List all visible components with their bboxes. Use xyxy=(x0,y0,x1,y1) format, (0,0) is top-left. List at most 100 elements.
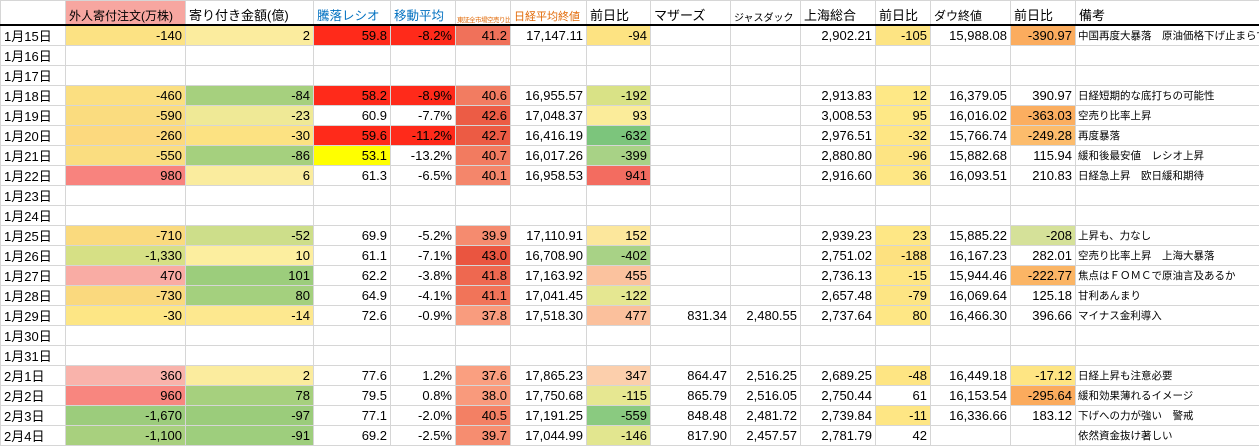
cell-jasdaq[interactable] xyxy=(731,165,801,185)
cell-moving-average[interactable] xyxy=(391,345,456,365)
cell-nikkei-close[interactable]: 17,191.25 xyxy=(511,405,587,425)
cell-short-ratio[interactable]: 37.8 xyxy=(456,305,511,325)
cell-remarks[interactable]: 甘利あんまり xyxy=(1076,285,1259,305)
cell-dow-close[interactable] xyxy=(931,425,1011,445)
cell-short-ratio[interactable]: 38.0 xyxy=(456,385,511,405)
cell-short-ratio[interactable]: 42.6 xyxy=(456,105,511,125)
cell-nikkei-close[interactable]: 17,865.23 xyxy=(511,365,587,385)
header-date[interactable] xyxy=(1,1,66,25)
cell-date[interactable]: 1月18日 xyxy=(1,85,66,105)
cell-shanghai-change[interactable] xyxy=(876,45,931,65)
cell-opening-amount[interactable]: -84 xyxy=(186,85,314,105)
cell-short-ratio[interactable]: 40.5 xyxy=(456,405,511,425)
cell-foreign-orders[interactable] xyxy=(66,345,186,365)
cell-moving-average[interactable]: -7.7% xyxy=(391,105,456,125)
cell-nikkei-close[interactable]: 17,163.92 xyxy=(511,265,587,285)
cell-nikkei-change[interactable] xyxy=(587,345,651,365)
cell-opening-amount[interactable]: 101 xyxy=(186,265,314,285)
cell-dow-change[interactable]: 125.18 xyxy=(1011,285,1076,305)
cell-jasdaq[interactable] xyxy=(731,105,801,125)
cell-jasdaq[interactable] xyxy=(731,285,801,305)
cell-short-ratio[interactable]: 43.0 xyxy=(456,245,511,265)
cell-opening-amount[interactable]: 80 xyxy=(186,285,314,305)
cell-date[interactable]: 1月16日 xyxy=(1,45,66,65)
cell-short-ratio[interactable]: 41.8 xyxy=(456,265,511,285)
cell-nikkei-close[interactable] xyxy=(511,205,587,225)
cell-dow-close[interactable]: 16,153.54 xyxy=(931,385,1011,405)
cell-opening-amount[interactable]: -97 xyxy=(186,405,314,425)
cell-updown-ratio[interactable] xyxy=(314,345,391,365)
cell-dow-change[interactable]: 396.66 xyxy=(1011,305,1076,325)
cell-shanghai-change[interactable]: -105 xyxy=(876,25,931,46)
cell-moving-average[interactable]: 1.2% xyxy=(391,365,456,385)
cell-dow-close[interactable] xyxy=(931,45,1011,65)
cell-foreign-orders[interactable]: -460 xyxy=(66,85,186,105)
cell-date[interactable]: 1月27日 xyxy=(1,265,66,285)
cell-opening-amount[interactable]: 2 xyxy=(186,365,314,385)
cell-dow-change[interactable] xyxy=(1011,425,1076,445)
cell-shanghai-change[interactable]: -79 xyxy=(876,285,931,305)
cell-nikkei-change[interactable]: -146 xyxy=(587,425,651,445)
header-updown-ratio[interactable]: 騰落レシオ xyxy=(314,1,391,25)
cell-foreign-orders[interactable]: -730 xyxy=(66,285,186,305)
cell-shanghai[interactable]: 2,913.83 xyxy=(801,85,876,105)
header-remarks[interactable]: 備考 xyxy=(1076,1,1259,25)
cell-nikkei-close[interactable]: 17,110.91 xyxy=(511,225,587,245)
cell-foreign-orders[interactable]: -590 xyxy=(66,105,186,125)
cell-updown-ratio[interactable]: 64.9 xyxy=(314,285,391,305)
cell-updown-ratio[interactable]: 77.6 xyxy=(314,365,391,385)
header-shanghai-change[interactable]: 前日比 xyxy=(876,1,931,25)
cell-shanghai-change[interactable]: 95 xyxy=(876,105,931,125)
cell-remarks[interactable]: 再度暴落 xyxy=(1076,125,1259,145)
cell-opening-amount[interactable] xyxy=(186,205,314,225)
cell-dow-close[interactable] xyxy=(931,185,1011,205)
cell-shanghai[interactable]: 2,880.80 xyxy=(801,145,876,165)
cell-mothers[interactable] xyxy=(651,65,731,85)
cell-shanghai[interactable]: 2,976.51 xyxy=(801,125,876,145)
cell-foreign-orders[interactable] xyxy=(66,185,186,205)
cell-shanghai-change[interactable]: 80 xyxy=(876,305,931,325)
cell-nikkei-change[interactable] xyxy=(587,185,651,205)
header-mothers[interactable]: マザーズ xyxy=(651,1,731,25)
header-foreign-orders[interactable]: 外人寄付注文(万株) xyxy=(66,1,186,25)
cell-dow-change[interactable]: 282.01 xyxy=(1011,245,1076,265)
cell-dow-close[interactable]: 15,882.68 xyxy=(931,145,1011,165)
cell-nikkei-change[interactable]: 941 xyxy=(587,165,651,185)
cell-remarks[interactable] xyxy=(1076,45,1259,65)
cell-remarks[interactable]: 依然資金抜け著しい xyxy=(1076,425,1259,445)
cell-opening-amount[interactable] xyxy=(186,185,314,205)
cell-nikkei-close[interactable] xyxy=(511,325,587,345)
cell-nikkei-change[interactable]: 152 xyxy=(587,225,651,245)
header-nikkei-close[interactable]: 日経平均終値 xyxy=(511,1,587,25)
header-shanghai[interactable]: 上海総合 xyxy=(801,1,876,25)
cell-short-ratio[interactable]: 40.7 xyxy=(456,145,511,165)
cell-foreign-orders[interactable] xyxy=(66,65,186,85)
cell-date[interactable]: 2月2日 xyxy=(1,385,66,405)
cell-remarks[interactable]: 上昇も、力なし xyxy=(1076,225,1259,245)
cell-mothers[interactable] xyxy=(651,265,731,285)
cell-dow-close[interactable]: 15,766.74 xyxy=(931,125,1011,145)
header-moving-average[interactable]: 移動平均 xyxy=(391,1,456,25)
cell-shanghai[interactable] xyxy=(801,205,876,225)
cell-nikkei-close[interactable]: 17,048.37 xyxy=(511,105,587,125)
cell-shanghai[interactable] xyxy=(801,325,876,345)
cell-shanghai-change[interactable]: -15 xyxy=(876,265,931,285)
cell-foreign-orders[interactable]: -1,670 xyxy=(66,405,186,425)
cell-nikkei-change[interactable]: -402 xyxy=(587,245,651,265)
cell-jasdaq[interactable] xyxy=(731,145,801,165)
cell-shanghai-change[interactable] xyxy=(876,205,931,225)
cell-mothers[interactable] xyxy=(651,25,731,46)
cell-dow-close[interactable] xyxy=(931,345,1011,365)
cell-nikkei-change[interactable] xyxy=(587,65,651,85)
cell-nikkei-close[interactable]: 16,017.26 xyxy=(511,145,587,165)
cell-nikkei-close[interactable]: 17,044.99 xyxy=(511,425,587,445)
cell-moving-average[interactable] xyxy=(391,65,456,85)
cell-shanghai-change[interactable] xyxy=(876,345,931,365)
cell-jasdaq[interactable]: 2,480.55 xyxy=(731,305,801,325)
cell-jasdaq[interactable] xyxy=(731,85,801,105)
cell-dow-change[interactable]: 183.12 xyxy=(1011,405,1076,425)
cell-updown-ratio[interactable]: 59.6 xyxy=(314,125,391,145)
cell-updown-ratio[interactable] xyxy=(314,205,391,225)
cell-foreign-orders[interactable]: -710 xyxy=(66,225,186,245)
cell-dow-change[interactable]: -208 xyxy=(1011,225,1076,245)
